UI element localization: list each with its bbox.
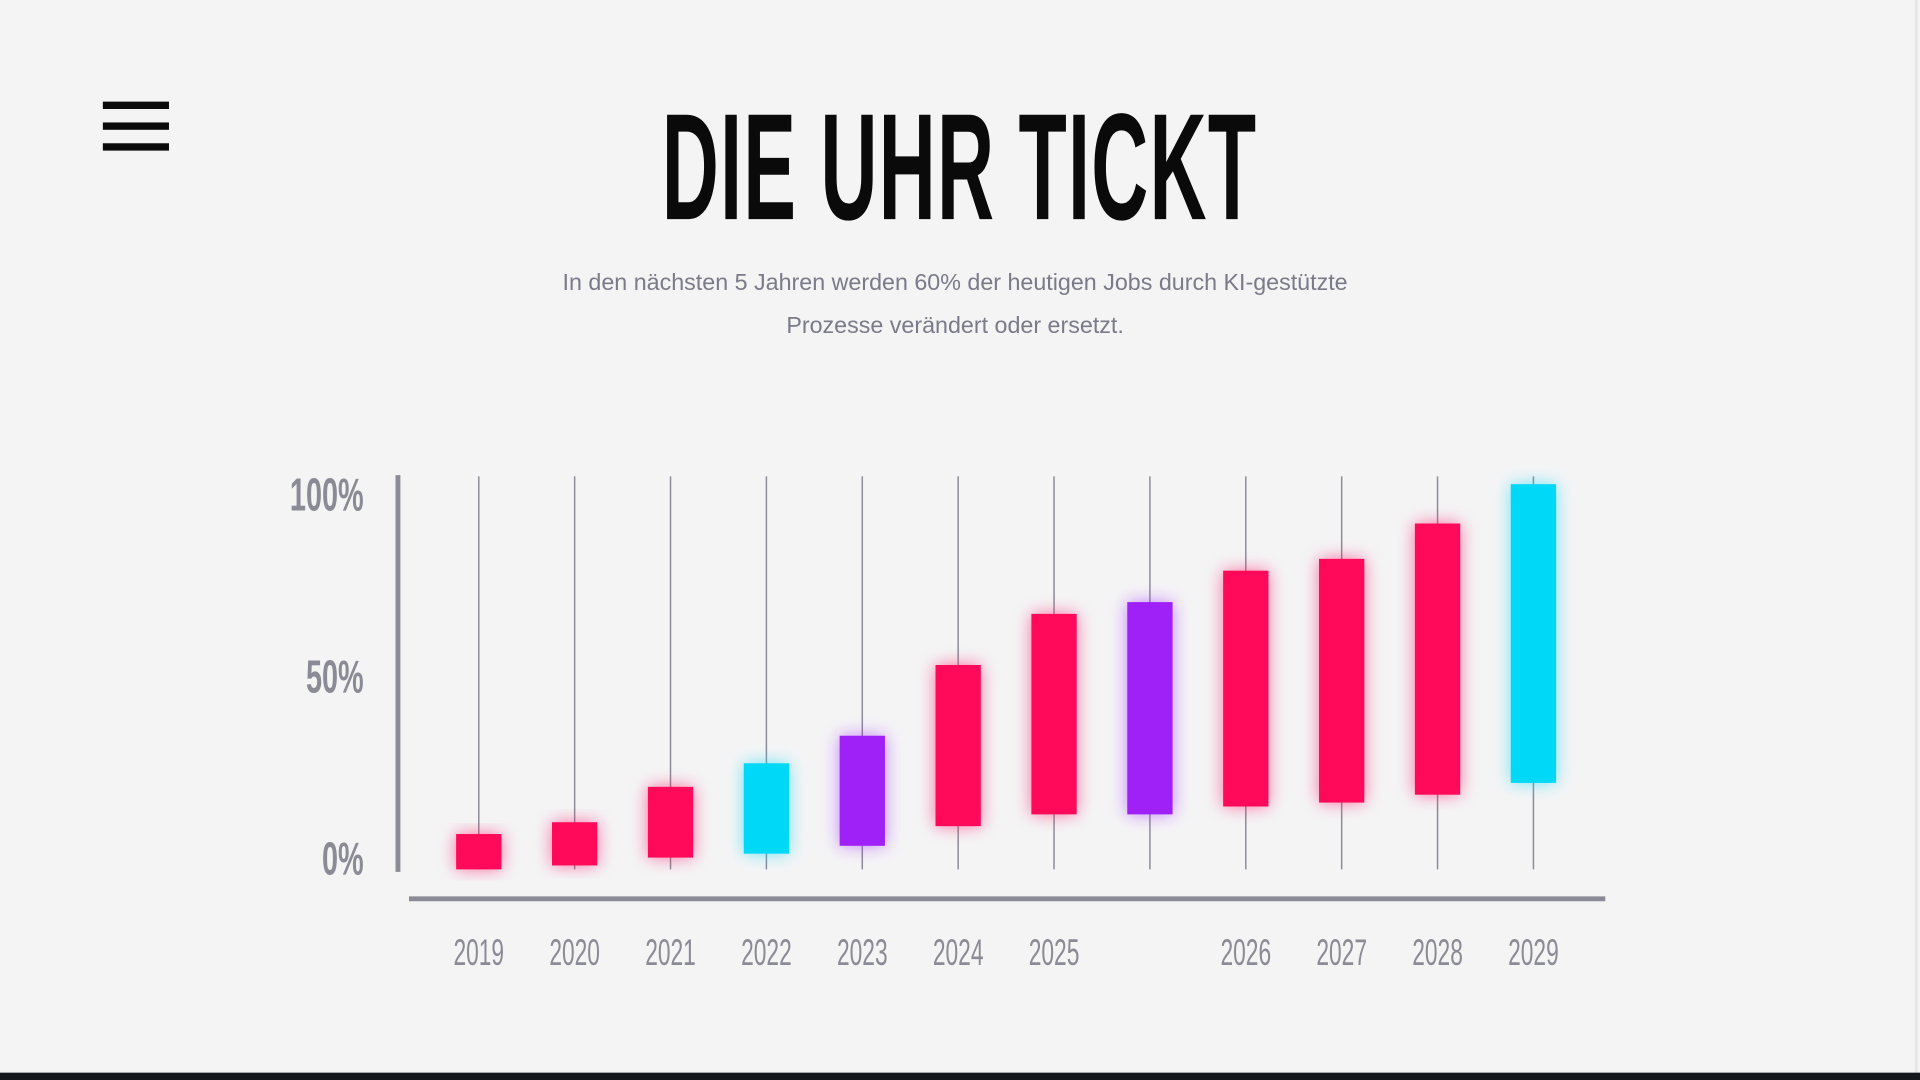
x-tick-label: 2025 xyxy=(1029,932,1080,973)
subtitle-line-1: In den nächsten 5 Jahren werden 60% der … xyxy=(562,270,1348,297)
x-tick-label: 2026 xyxy=(1220,932,1271,973)
bottom-bar xyxy=(0,1072,1920,1080)
candle-body-2027 xyxy=(1319,558,1365,803)
candle-body-2029 xyxy=(1510,484,1557,783)
x-tick-label: 2022 xyxy=(741,932,792,973)
hamburger-menu-icon[interactable] xyxy=(102,101,169,151)
x-tick-label: 2019 xyxy=(453,932,504,973)
y-tick-label: 50% xyxy=(306,652,364,704)
candle-body-2023 xyxy=(839,735,885,846)
candle-body-2021 xyxy=(647,786,694,858)
candle-body-2025 xyxy=(1031,613,1077,815)
x-tick-label: 2023 xyxy=(837,932,888,973)
candle-body-2020 xyxy=(552,822,598,866)
candle-body-2026 xyxy=(1223,570,1269,807)
y-tick-label: 0% xyxy=(322,833,364,885)
title-container: DIE UHR TICKT xyxy=(0,88,1920,247)
x-tick-label: 2027 xyxy=(1316,932,1367,973)
y-tick-label: 100% xyxy=(290,470,364,522)
subtitle-line-2: Prozesse verändert oder ersetzt. xyxy=(786,313,1124,340)
candle-body-2022 xyxy=(743,763,790,854)
subtitle: In den nächsten 5 Jahren werden 60% der … xyxy=(0,262,1910,348)
x-tick-label: 2028 xyxy=(1412,932,1463,973)
x-tick-label: 2024 xyxy=(933,932,984,973)
x-tick-label: 2021 xyxy=(645,932,696,973)
candle-body-unlabeled xyxy=(1127,602,1173,815)
candle-body-2019 xyxy=(456,834,502,870)
candle-body-2024 xyxy=(935,664,981,827)
right-edge xyxy=(1915,0,1918,1073)
page-title: DIE UHR TICKT xyxy=(662,83,1258,253)
x-tick-label: 2029 xyxy=(1508,932,1559,973)
candle-body-2028 xyxy=(1414,523,1461,795)
x-tick-label: 2020 xyxy=(549,932,600,973)
